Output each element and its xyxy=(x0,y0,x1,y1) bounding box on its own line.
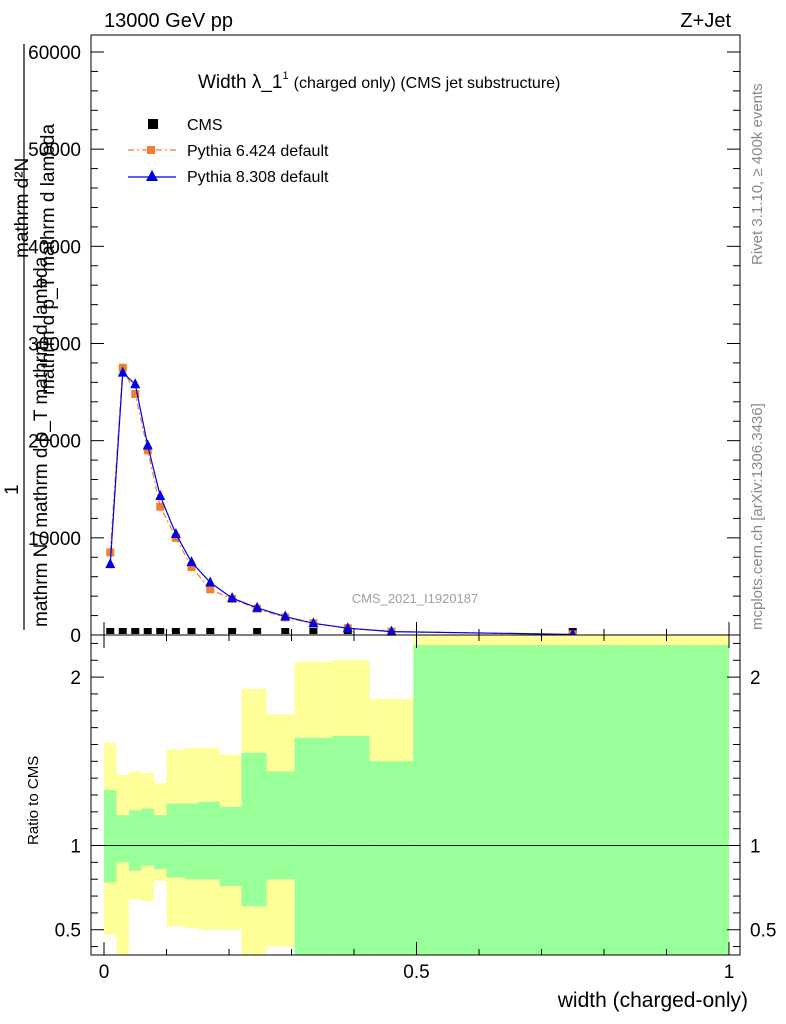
ratio-inner-band xyxy=(141,808,154,866)
ratio-inner-band xyxy=(166,803,186,878)
cms-point xyxy=(309,628,318,635)
cms-point xyxy=(118,628,127,635)
header-left: 13000 GeV pp xyxy=(104,10,233,32)
main-y-axis-label: mathrm N / mathrm d p_T mathrm d lambda … xyxy=(2,44,59,630)
cms-point xyxy=(171,628,180,635)
ratio-x-tick-label: 1 xyxy=(724,962,735,983)
main-y-tick-label: 40000 xyxy=(28,237,81,258)
ratio-x-tick-label: 0.5 xyxy=(403,962,429,983)
legend-marker-pythia6 xyxy=(147,146,155,154)
ratio-y-tick-label-right: 2 xyxy=(750,668,761,689)
pythia8-point xyxy=(186,556,197,567)
cms-point xyxy=(156,628,165,635)
header-right: Z+Jet xyxy=(680,10,731,32)
pythia8-point xyxy=(227,592,238,603)
pythia8-point xyxy=(280,610,291,621)
pythia8-point xyxy=(130,378,141,389)
pythia8-point xyxy=(308,617,319,628)
pythia8-point xyxy=(142,439,153,450)
cms-point xyxy=(131,628,140,635)
ratio-axis-ticks: 0.5 0.5 1 1 2 2 0 0.5 1 xyxy=(55,635,776,983)
cms-point xyxy=(106,628,115,635)
y-label-den: mathrm N / mathrm d p_T mathrm d lambda xyxy=(31,256,52,627)
main-y-tick-label: 20000 xyxy=(28,432,81,453)
plot-title: Width λ_11 (charged only) (CMS jet substr… xyxy=(198,70,560,93)
ratio-inner-band xyxy=(129,810,142,871)
ratio-inner-band xyxy=(219,806,242,886)
pythia8-point xyxy=(155,490,166,501)
main-y-tick-label: 60000 xyxy=(28,43,81,64)
legend-label-pythia6: Pythia 6.424 default xyxy=(187,143,329,160)
pythia6-point xyxy=(187,562,196,571)
ratio-y-tick-label-left: 0.5 xyxy=(55,921,81,942)
plot-title-main: Width λ_1 xyxy=(198,72,282,93)
pythia6-point xyxy=(106,548,115,557)
main-y-tick-label: 50000 xyxy=(28,140,81,161)
pythia8-point xyxy=(117,366,128,377)
mcplots-label: mcplots.cern.ch [arXiv:1306.3436] xyxy=(749,403,766,630)
ratio-inner-band xyxy=(185,803,198,880)
ratio-inner-band xyxy=(413,645,729,955)
legend-label-pythia8: Pythia 8.308 default xyxy=(187,169,329,186)
pythia8-point xyxy=(205,576,216,587)
ratio-y-label: Ratio to CMS xyxy=(25,756,42,845)
ratio-x-tick-label: 0 xyxy=(99,962,110,983)
cms-point xyxy=(206,628,215,635)
ratio-inner-band xyxy=(116,815,129,863)
ratio-inner-band xyxy=(241,752,267,907)
main-y-tick-label: 30000 xyxy=(28,335,81,356)
plot-title-rest: (charged only) (CMS jet substructure) xyxy=(294,75,561,92)
pythia6-point xyxy=(156,502,165,511)
pythia6-point xyxy=(143,446,152,455)
ratio-y-tick-label-left: 1 xyxy=(70,837,81,858)
ratio-inner-band xyxy=(104,789,117,883)
main-axis-ticks: 0 10000 20000 30000 40000 50000 60000 xyxy=(28,43,740,647)
legend: CMS Pythia 6.424 default Pythia 8.308 de… xyxy=(128,117,329,186)
pythia8-point xyxy=(342,622,353,633)
cms-point xyxy=(143,628,152,635)
pythia8-point xyxy=(170,527,181,538)
main-y-tick-label: 0 xyxy=(70,626,81,647)
cms-point xyxy=(281,628,290,635)
y-label-one: 1 xyxy=(2,484,23,495)
ratio-inner-band xyxy=(369,761,414,955)
ratio-y-tick-label-left: 2 xyxy=(70,668,81,689)
pythia6-point xyxy=(131,390,140,399)
pythia6-point xyxy=(206,585,215,594)
cms-point xyxy=(253,628,262,635)
rivet-label: Rivet 3.1.10, ≥ 400k events xyxy=(749,83,766,265)
ratio-inner-band xyxy=(266,771,295,880)
main-y-tick-label: 10000 xyxy=(28,529,81,550)
ratio-bands xyxy=(104,635,729,955)
ratio-outer-band xyxy=(116,774,129,955)
analysis-watermark: CMS_2021_I1920187 xyxy=(352,591,479,606)
cms-point xyxy=(228,628,237,635)
plot-title-sup: 1 xyxy=(282,70,288,82)
pythia8-point xyxy=(386,625,397,636)
y-label-num: mathrm d²N xyxy=(12,158,33,258)
ratio-inner-band xyxy=(154,815,167,870)
ratio-plot-border xyxy=(90,634,741,956)
ratio-inner-band xyxy=(197,801,220,880)
cms-point xyxy=(187,628,196,635)
main-plot-series xyxy=(105,363,578,639)
x-axis-label: width (charged-only) xyxy=(557,989,748,1012)
pythia6-line xyxy=(109,365,573,636)
legend-marker-pythia8 xyxy=(146,170,158,181)
legend-marker-cms xyxy=(148,119,158,129)
legend-label-cms: CMS xyxy=(187,117,223,134)
pythia8-line xyxy=(109,371,573,636)
ratio-y-tick-label-right: 1 xyxy=(750,837,761,858)
pythia8-point xyxy=(252,601,263,612)
pythia8-point xyxy=(105,558,116,569)
ratio-inner-band xyxy=(294,737,333,955)
ratio-y-tick-label-right: 0.5 xyxy=(750,921,776,942)
y-label-den2: mathrm d p_T mathrm d lambda xyxy=(38,124,59,395)
